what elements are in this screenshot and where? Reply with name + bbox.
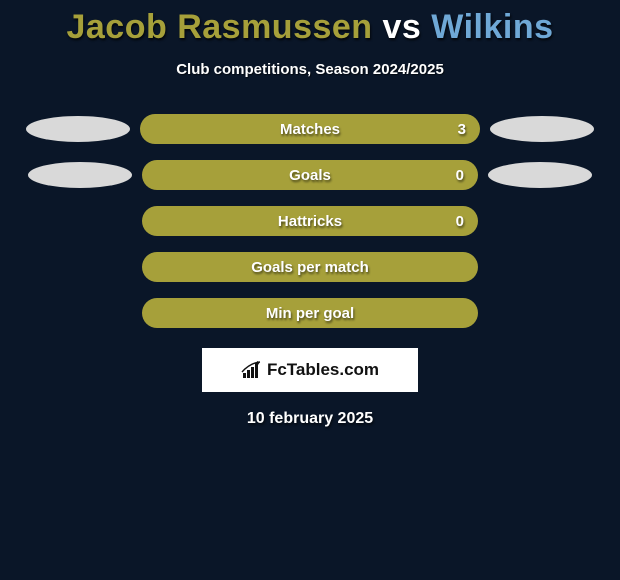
stat-label: Hattricks: [278, 213, 342, 230]
stat-bar: Goals per match: [142, 252, 478, 282]
stat-value: 0: [456, 213, 464, 230]
title-player2: Wilkins: [431, 8, 553, 46]
date-text: 10 february 2025: [247, 410, 373, 428]
stat-label: Goals: [289, 167, 331, 184]
title-player1: Jacob Rasmussen: [66, 8, 372, 46]
page-title: Jacob Rasmussen vs Wilkins: [66, 8, 553, 47]
stat-bar: Goals 0: [142, 160, 478, 190]
stat-value: 0: [456, 167, 464, 184]
stat-row: Goals 0: [0, 160, 620, 190]
title-vs: vs: [373, 8, 432, 46]
stat-row: Matches 3: [0, 114, 620, 144]
subtitle: Club competitions, Season 2024/2025: [176, 61, 444, 78]
left-ellipse: [28, 162, 132, 188]
stat-label: Goals per match: [251, 259, 369, 276]
stat-row: Goals per match: [0, 252, 620, 282]
stat-bar: Min per goal: [142, 298, 478, 328]
stat-rows: Matches 3 Goals 0 Hattricks 0 Goals per match M…: [0, 114, 620, 328]
logo-text: FcTables.com: [267, 360, 379, 380]
chart-bars-icon: [241, 361, 263, 379]
comparison-infographic: Jacob Rasmussen vs Wilkins Club competit…: [0, 0, 620, 428]
logo-box: FcTables.com: [202, 348, 418, 392]
stat-bar: Hattricks 0: [142, 206, 478, 236]
right-ellipse: [488, 162, 592, 188]
stat-label: Matches: [280, 121, 340, 138]
stat-bar: Matches 3: [140, 114, 480, 144]
stat-label: Min per goal: [266, 305, 354, 322]
stat-value: 3: [458, 121, 466, 138]
stat-row: Hattricks 0: [0, 206, 620, 236]
left-ellipse: [26, 116, 130, 142]
stat-row: Min per goal: [0, 298, 620, 328]
right-ellipse: [490, 116, 594, 142]
